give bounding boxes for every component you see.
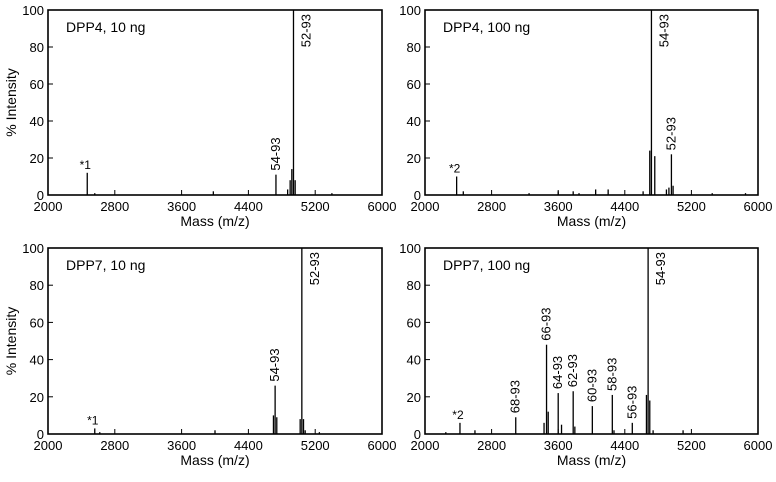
peak-annotation: 60-93 [584,369,599,402]
panel-label: DPP4, 100 ng [443,19,530,35]
y-tick-label: 40 [407,114,421,129]
y-axis-label: % Intensity [3,307,19,375]
peak-annotation: 64-93 [550,356,565,389]
y-tick-label: 100 [399,3,421,18]
y-tick-label: 20 [407,151,421,166]
y-tick-label: 80 [30,40,44,55]
y-tick-label: 0 [37,188,44,203]
y-tick-label: 60 [30,315,44,330]
y-tick-label: 100 [22,3,44,18]
y-tick-label: 40 [407,353,421,368]
y-axis-label: % Intensity [3,68,19,136]
y-tick-label: 20 [30,151,44,166]
peak-annotation: 54-93 [656,14,671,47]
y-tick-label: 80 [30,278,44,293]
y-tick-label: 0 [414,188,421,203]
plot-frame [424,9,759,196]
x-axis-label: Mass (m/z) [180,452,249,468]
peak-annotation: 52-93 [307,252,322,285]
x-tick-label: 5200 [301,438,330,453]
spectrum-panel-4: 0 20 40 60 80 100 2000 2800 3600 4400 5200 6000 Mass… [399,241,772,468]
x-tick-label: 5200 [677,199,706,214]
spectrum-panel-1: 0 20 40 60 80 100 2000 2800 3600 4400 5200 6000 Mass… [3,3,396,229]
plot-frame [424,247,759,435]
x-tick-label: 3600 [167,199,196,214]
y-tick-label: 60 [407,315,421,330]
peak-annotation: 54-93 [653,252,668,285]
x-tick-label: 6000 [368,199,397,214]
peak-annotation: 58-93 [604,358,619,391]
x-axis-label: Mass (m/z) [557,452,626,468]
panel-label: DPP7, 10 ng [66,257,145,273]
x-tick-label: 3600 [544,438,573,453]
y-tick-label: 80 [407,40,421,55]
x-tick-label: 2800 [100,199,129,214]
panel-label: DPP7, 100 ng [443,257,530,273]
y-tick-label: 60 [30,77,44,92]
x-tick-label: 2800 [100,438,129,453]
x-tick-label: 6000 [744,199,773,214]
peak-annotation: 56-93 [624,386,639,419]
x-tick-label: 2000 [34,438,63,453]
spectrum-panel-2: 0 20 40 60 80 100 2000 2800 3600 4400 5200 6000 Mass… [399,3,772,229]
y-tick-label: 60 [407,77,421,92]
y-tick-label: 80 [407,278,421,293]
peak-annotation: 52-93 [663,117,678,150]
spectrum-panel-3: 0 20 40 60 80 100 2000 2800 3600 4400 5200 6000 Mass… [3,241,396,468]
y-tick-label: 0 [414,427,421,442]
x-tick-label: 4400 [610,199,639,214]
x-tick-label: 6000 [368,438,397,453]
peak-annotation: 54-93 [268,137,283,170]
x-tick-label: 2800 [477,438,506,453]
peak-annotation: 66-93 [539,307,554,340]
x-tick-label: 4400 [610,438,639,453]
y-tick-label: 100 [399,241,421,256]
x-tick-label: 4400 [234,199,263,214]
y-tick-label: 100 [22,241,44,256]
x-tick-label: 2000 [411,199,440,214]
peak-annotation: *1 [80,158,92,172]
peak-annotation: 62-93 [565,354,580,387]
x-tick-label: 5200 [301,199,330,214]
peak-annotation: *2 [449,162,461,176]
plot-frame [47,9,383,196]
peak-annotation: 54-93 [267,348,282,381]
x-tick-label: 6000 [744,438,773,453]
peak-annotation: 52-93 [298,14,313,47]
y-tick-label: 20 [407,390,421,405]
peak-annotation: *2 [452,408,464,422]
y-tick-label: 20 [30,390,44,405]
panel-label: DPP4, 10 ng [66,19,145,35]
y-tick-label: 0 [37,427,44,442]
y-tick-label: 40 [30,353,44,368]
x-axis-label: Mass (m/z) [557,213,626,229]
x-tick-label: 2000 [34,199,63,214]
x-tick-label: 4400 [234,438,263,453]
peak-annotation: 68-93 [508,380,523,413]
peak-annotation: *1 [87,413,99,427]
x-tick-label: 3600 [544,199,573,214]
x-tick-label: 3600 [167,438,196,453]
plot-frame [47,247,383,435]
x-axis-label: Mass (m/z) [180,213,249,229]
x-tick-label: 2000 [411,438,440,453]
y-tick-label: 40 [30,114,44,129]
x-tick-label: 5200 [677,438,706,453]
x-tick-label: 2800 [477,199,506,214]
